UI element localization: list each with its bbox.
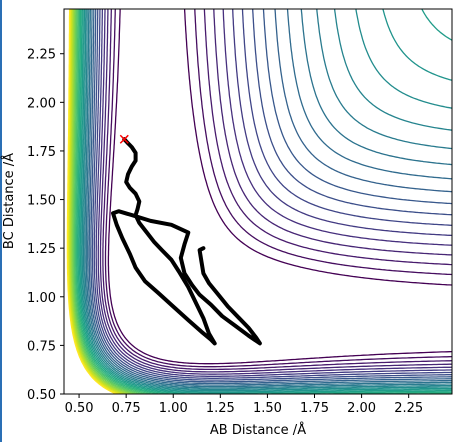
- contour-line: [67, 9, 120, 394]
- contour-line: [85, 9, 452, 388]
- contour-line: [97, 9, 452, 375]
- contour-line: [73, 9, 147, 394]
- x-tick-label: 2.00: [347, 401, 376, 416]
- contour-line: [72, 9, 141, 394]
- plot-frame: [63, 8, 453, 395]
- contour-line: [95, 9, 452, 377]
- contour-line: [99, 9, 452, 373]
- contour-line: [87, 9, 452, 386]
- window-edge: [0, 0, 2, 442]
- contour-line: [70, 9, 133, 394]
- contour-line: [88, 9, 452, 385]
- contour-line: [104, 9, 452, 368]
- contour-line: [82, 9, 452, 391]
- y-tick-label: 2.00: [27, 96, 56, 111]
- contour-line: [74, 9, 153, 394]
- contour-line: [93, 9, 452, 379]
- y-tick-label: 1.00: [27, 291, 56, 306]
- contour-line: [69, 9, 126, 394]
- contour-line: [68, 9, 123, 394]
- y-tick-label: 1.50: [27, 194, 56, 209]
- contour-line: [66, 9, 117, 394]
- trajectory-layer: [111, 134, 262, 346]
- contour-lines: [66, 9, 452, 394]
- x-tick-label: 2.25: [394, 401, 423, 416]
- contour-line: [91, 9, 452, 381]
- start-marker: [119, 134, 129, 144]
- contour-line: [79, 9, 452, 394]
- x-axis-label: AB Distance /Å: [210, 422, 306, 438]
- x-tick-label: 1.50: [253, 401, 282, 416]
- y-axis-ticks: 0.50 0.75 1.00 1.25 1.50 1.75 2.00 2.25: [27, 48, 64, 403]
- y-tick-label: 1.25: [27, 242, 56, 257]
- contour-line: [84, 9, 452, 389]
- contour-line: [76, 9, 452, 394]
- contour-line: [90, 9, 452, 383]
- y-tick-label: 0.50: [27, 388, 56, 403]
- contour-line: [81, 9, 452, 392]
- y-axis-label: BC Distance /Å: [1, 153, 17, 249]
- x-tick-label: 1.00: [159, 401, 188, 416]
- x-axis-ticks: 0.50 0.75 1.00 1.25 1.50 1.75 2.00 2.25: [65, 394, 423, 416]
- y-tick-label: 1.75: [27, 145, 56, 160]
- trajectory-line: [111, 137, 262, 346]
- contour-line: [70, 9, 129, 394]
- contour-line: [80, 9, 452, 393]
- y-tick-label: 0.75: [27, 339, 56, 354]
- contour-line: [107, 9, 452, 365]
- contour-line: [78, 9, 452, 394]
- x-tick-label: 0.50: [65, 401, 94, 416]
- start-marker-stroke: [119, 134, 129, 144]
- y-tick-label: 2.25: [27, 48, 56, 63]
- x-tick-label: 1.25: [206, 401, 235, 416]
- contour-line: [71, 9, 137, 394]
- x-tick-label: 1.75: [300, 401, 329, 416]
- contour-line: [102, 9, 452, 371]
- x-tick-label: 0.75: [112, 401, 141, 416]
